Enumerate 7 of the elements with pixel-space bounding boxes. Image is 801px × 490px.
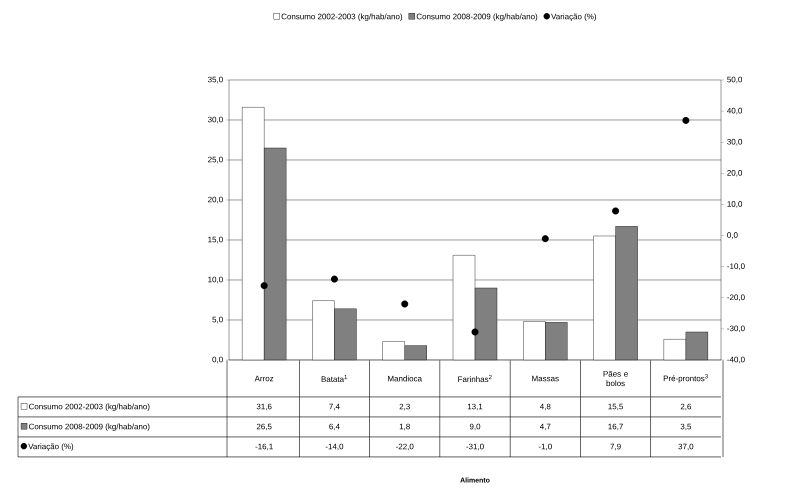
point [260,282,268,290]
point [330,276,338,283]
point [682,116,690,124]
point [401,300,408,308]
point [542,235,549,242]
point [472,328,479,336]
point [612,207,620,214]
